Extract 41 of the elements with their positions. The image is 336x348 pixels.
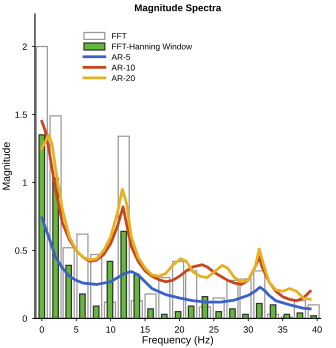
legend-label: AR-20 (111, 75, 135, 82)
bar (270, 304, 276, 318)
bar (160, 314, 168, 318)
bar (256, 302, 263, 318)
x-tick-label: 30 (244, 326, 253, 333)
y-axis-title: Magnitude (2, 142, 12, 190)
y-tick-label: 1 (22, 180, 27, 186)
bar (106, 260, 114, 318)
bar (79, 293, 86, 318)
legend-label: FFT (112, 33, 127, 39)
x-tick-label: 10 (106, 326, 116, 333)
bar (242, 314, 249, 318)
x-tick-label: 5 (74, 326, 78, 333)
x-tick-label: 25 (209, 326, 219, 333)
x-tick-label: 0 (40, 326, 44, 333)
legend-label: FFT-Hanning Window (112, 43, 192, 52)
line-series (40, 216, 312, 310)
legend-label: AR-5 (111, 54, 130, 60)
bar (147, 308, 154, 318)
x-tick-label: 35 (278, 326, 288, 333)
bar (215, 311, 222, 318)
bar (283, 314, 290, 318)
bar (229, 308, 236, 318)
bar (310, 315, 318, 318)
bar (296, 312, 304, 318)
x-axis-title: Frequency (Hz) (142, 336, 213, 346)
y-tick-label: 1.5 (15, 112, 27, 118)
y-tick-label: 2 (22, 44, 27, 50)
bar (38, 134, 46, 318)
x-tick-label: 15 (140, 326, 150, 333)
chart-title: Magnitude Spectra (134, 4, 222, 14)
x-tick-label: 20 (174, 326, 184, 333)
y-tick-label: 0.5 (15, 247, 27, 254)
y-tick-label: 0 (22, 315, 27, 322)
legend-label: AR-10 (111, 64, 135, 71)
bar (174, 311, 182, 318)
bar (188, 306, 195, 318)
x-tick-label: 40 (312, 326, 322, 333)
bar (133, 274, 140, 318)
bar (120, 230, 128, 318)
bar (92, 306, 100, 318)
